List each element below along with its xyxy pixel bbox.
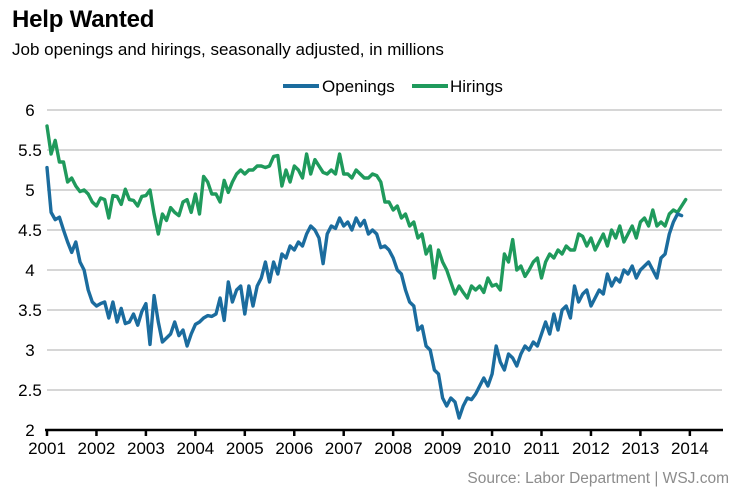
x-tick-label: 2004 xyxy=(176,439,214,458)
y-tick-label: 2 xyxy=(25,421,34,440)
legend: Openings Hirings xyxy=(283,77,503,96)
y-tick-label: 3.5 xyxy=(18,301,42,320)
x-tick-label: 2009 xyxy=(424,439,462,458)
legend-item-openings: Openings xyxy=(283,77,395,96)
x-tick-label: 2003 xyxy=(127,439,165,458)
legend-item-hirings: Hirings xyxy=(412,77,503,96)
y-tick-label: 4 xyxy=(25,261,34,280)
x-tick-label: 2011 xyxy=(523,439,560,458)
source-note: Source: Labor Department | WSJ.com xyxy=(467,470,729,487)
y-tick-label: 2.5 xyxy=(18,381,42,400)
series-lines xyxy=(45,124,688,420)
x-tick-label: 2014 xyxy=(671,439,709,458)
series-line-hirings xyxy=(45,124,688,300)
x-tick-label: 2012 xyxy=(572,439,610,458)
x-tick-label: 2006 xyxy=(275,439,313,458)
x-axis: 2001 2002 2003 2004 2005 2006 2007 2008 2009 2010… xyxy=(28,428,723,458)
grid-lines xyxy=(47,109,722,391)
y-tick-label: 5.5 xyxy=(18,141,42,160)
x-tick-label: 2002 xyxy=(78,439,116,458)
series-line-openings xyxy=(45,165,684,420)
y-axis-tick-labels: 2 2.5 3 3.5 4 4.5 5 5.5 6 xyxy=(18,101,42,440)
chart-title: Help Wanted xyxy=(12,6,155,33)
x-tick-label: 2008 xyxy=(374,439,412,458)
x-tick-label: 2005 xyxy=(226,439,264,458)
y-tick-label: 6 xyxy=(25,101,34,120)
x-tick-label: 2010 xyxy=(473,439,511,458)
legend-label: Openings xyxy=(322,77,395,96)
x-tick-label: 2013 xyxy=(621,439,659,458)
chart-subtitle: Job openings and hirings, seasonally adj… xyxy=(12,40,444,59)
y-tick-label: 5 xyxy=(25,181,34,200)
y-tick-label: 3 xyxy=(25,341,34,360)
x-tick-label: 2007 xyxy=(325,439,363,458)
legend-label: Hirings xyxy=(450,77,503,96)
x-tick-label: 2001 xyxy=(28,439,66,458)
y-tick-label: 4.5 xyxy=(18,221,42,240)
